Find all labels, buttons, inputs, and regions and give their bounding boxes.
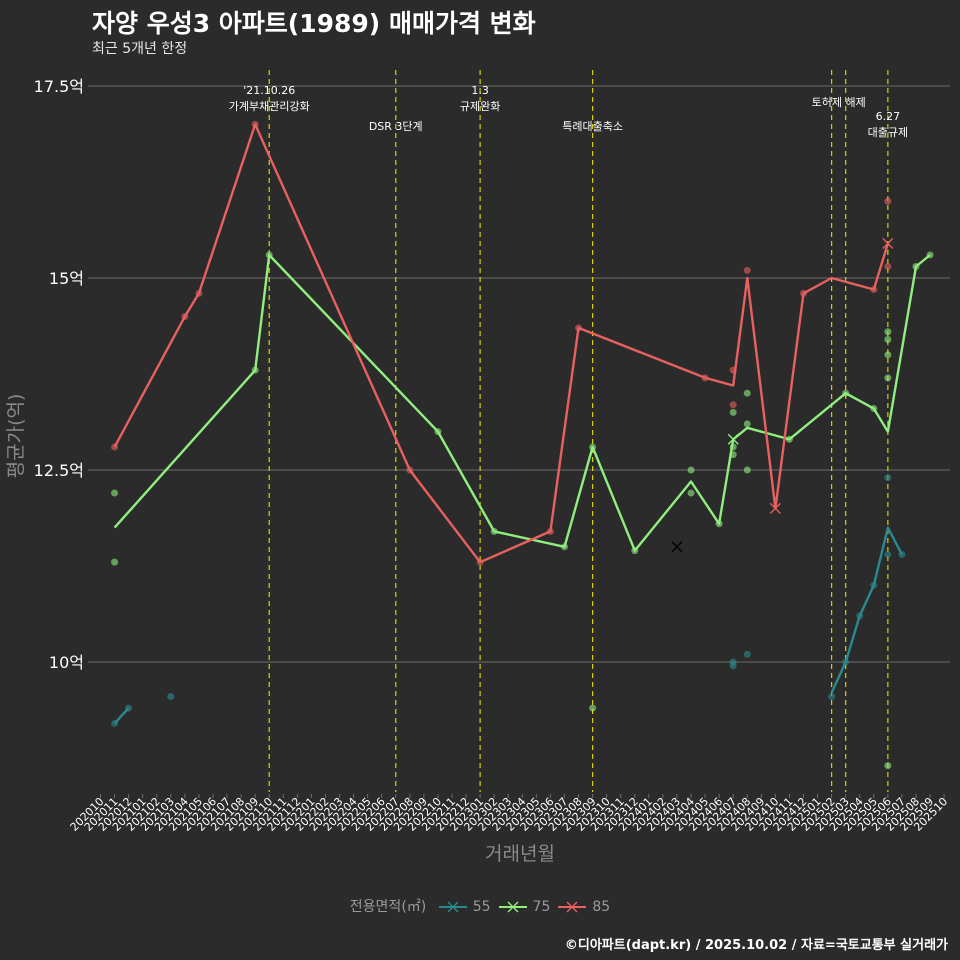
annotation-label: DSR 3단계 (369, 120, 423, 133)
data-point (743, 650, 751, 658)
x-axis-label: 거래년월 (485, 843, 555, 865)
legend-label: 85 (592, 899, 611, 915)
cancelled-marker (882, 237, 894, 249)
data-point (743, 420, 751, 428)
legend-item-85: 85 (558, 899, 610, 915)
y-tick-label: 10억 (49, 653, 84, 672)
annotation-label: 6.27 (876, 110, 901, 123)
data-point (687, 466, 695, 474)
y-axis-label: 평균가(억) (5, 394, 27, 479)
data-point (884, 335, 892, 343)
data-point (884, 328, 892, 336)
cancelled-marker (769, 502, 781, 514)
data-point (884, 474, 892, 482)
legend-swatch (438, 899, 467, 915)
data-point (884, 197, 892, 205)
y-tick-label: 15억 (49, 269, 84, 288)
legend-label: 55 (472, 899, 491, 915)
x-axis-ticks: 2020102020112020122021012021022021032021… (68, 794, 950, 834)
source-caption: ©디아파트(dapt.kr) / 2025.10.02 / 자료=국토교통부 실… (564, 938, 948, 953)
chart-subtitle: 최근 5개년 한정 (92, 41, 188, 57)
legend: 전용면적(㎡) 55 75 85 (0, 896, 960, 916)
series-75 (111, 251, 934, 770)
annotation-label: 대출규제 (868, 126, 908, 139)
legend-swatch (558, 899, 587, 915)
data-point (729, 662, 737, 670)
series-line (113, 707, 130, 725)
legend-title: 전용면적(㎡) (349, 899, 427, 915)
data-point (167, 693, 175, 701)
data-point (111, 489, 119, 497)
policy-annotation-lines (268, 70, 889, 792)
y-axis-ticks: 10억 12.5억 15억 17.5억 (34, 77, 92, 672)
data-point (884, 351, 892, 359)
data-point (687, 489, 695, 497)
data-point (884, 550, 892, 558)
data-point (884, 762, 892, 770)
series-85 (111, 120, 894, 566)
data-point (729, 401, 737, 409)
data-point (729, 408, 737, 416)
data-point (743, 389, 751, 397)
annotation-label: '21.10.26 (243, 84, 295, 97)
data-point (111, 558, 119, 566)
series-line (113, 253, 931, 552)
data-point (884, 374, 892, 382)
data-point (828, 693, 836, 701)
series-55 (111, 474, 906, 727)
annotation-label: 1.3 (471, 84, 489, 97)
chart-title: 자양 우성3 아파트(1989) 매매가격 변화 (92, 9, 536, 38)
y-tick-label: 17.5억 (34, 77, 84, 96)
cancelled-marker (727, 433, 739, 445)
series-line (830, 526, 903, 694)
y-tick-label: 12.5억 (34, 461, 84, 480)
data-point (743, 266, 751, 274)
data-point (589, 704, 597, 712)
grid-lines (92, 85, 950, 663)
series-layer (111, 120, 934, 770)
legend-item-55: 55 (438, 899, 491, 915)
annotation-label: 특례대출축소 (562, 120, 623, 133)
annotation-label: 토허제 해제 (812, 95, 866, 109)
annotation-label: 규제완화 (460, 100, 500, 113)
legend-item-75: 75 (498, 899, 551, 915)
data-point (743, 466, 751, 474)
cancelled-marker (671, 541, 683, 553)
annotation-label: 가계부채관리강화 (229, 100, 310, 113)
legend-swatch (498, 899, 527, 915)
series-line (113, 123, 890, 564)
data-point (884, 262, 892, 270)
legend-label: 75 (532, 899, 551, 915)
